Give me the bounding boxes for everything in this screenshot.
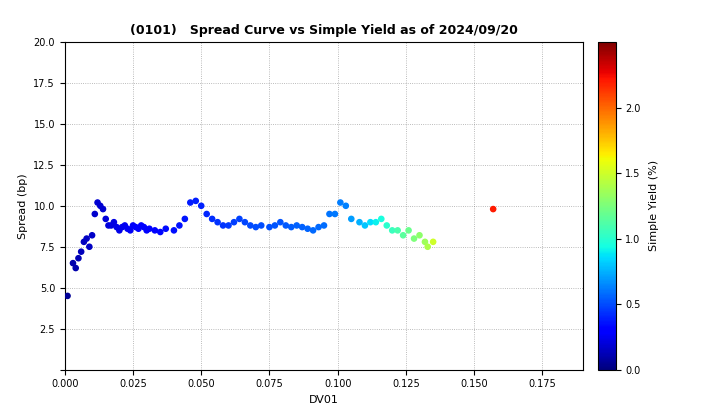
- Point: [245, 222, 256, 229]
- Point: [100, 215, 112, 222]
- Point: [335, 199, 346, 206]
- Point: [312, 224, 324, 231]
- Point: [108, 219, 120, 226]
- Point: [97, 206, 109, 213]
- Point: [264, 224, 275, 231]
- Point: [125, 227, 136, 234]
- Point: [346, 215, 357, 222]
- Point: [302, 226, 313, 232]
- Point: [364, 219, 376, 226]
- Point: [160, 226, 171, 232]
- Point: [105, 222, 117, 229]
- Point: [122, 226, 133, 232]
- Point: [487, 206, 499, 213]
- Point: [234, 215, 246, 222]
- Point: [329, 210, 341, 217]
- Point: [174, 222, 185, 229]
- Point: [422, 243, 433, 250]
- Point: [408, 235, 420, 242]
- Point: [387, 227, 398, 234]
- Point: [222, 222, 234, 229]
- Point: [376, 215, 387, 222]
- Point: [130, 224, 142, 231]
- Point: [201, 210, 212, 217]
- Point: [217, 222, 229, 229]
- Point: [103, 222, 114, 229]
- Point: [143, 226, 155, 232]
- Point: [340, 202, 351, 209]
- Point: [256, 222, 267, 229]
- Point: [155, 228, 166, 235]
- Point: [114, 227, 125, 234]
- Point: [84, 243, 95, 250]
- Point: [402, 227, 414, 234]
- Point: [397, 232, 409, 239]
- Point: [141, 227, 153, 234]
- Point: [354, 219, 365, 226]
- Point: [280, 222, 292, 229]
- Point: [370, 219, 382, 226]
- Point: [62, 292, 73, 299]
- Point: [318, 222, 330, 229]
- Point: [149, 227, 161, 234]
- Point: [73, 255, 84, 262]
- Point: [67, 260, 78, 266]
- Point: [250, 224, 261, 231]
- X-axis label: DV01: DV01: [309, 395, 339, 405]
- Point: [117, 224, 128, 231]
- Point: [70, 265, 81, 271]
- Point: [132, 226, 144, 232]
- Point: [179, 215, 191, 222]
- Point: [91, 199, 103, 206]
- Point: [184, 199, 196, 206]
- Point: [190, 197, 202, 204]
- Point: [89, 210, 101, 217]
- Point: [111, 224, 122, 231]
- Point: [228, 219, 240, 226]
- Point: [291, 222, 302, 229]
- Point: [207, 215, 218, 222]
- Point: [419, 239, 431, 245]
- Point: [168, 227, 180, 234]
- Point: [392, 227, 403, 234]
- Y-axis label: Simple Yield (%): Simple Yield (%): [649, 160, 659, 251]
- Point: [297, 224, 308, 231]
- Point: [76, 248, 87, 255]
- Point: [324, 210, 336, 217]
- Point: [359, 222, 371, 229]
- Point: [127, 222, 139, 229]
- Title: (0101)   Spread Curve vs Simple Yield as of 2024/09/20: (0101) Spread Curve vs Simple Yield as o…: [130, 24, 518, 37]
- Point: [119, 222, 130, 229]
- Point: [195, 202, 207, 209]
- Point: [94, 202, 106, 209]
- Point: [239, 219, 251, 226]
- Point: [212, 219, 223, 226]
- Point: [78, 239, 90, 245]
- Y-axis label: Spread (bp): Spread (bp): [18, 173, 28, 239]
- Point: [135, 222, 147, 229]
- Point: [86, 232, 98, 239]
- Point: [269, 222, 281, 229]
- Point: [274, 219, 286, 226]
- Point: [307, 227, 319, 234]
- Point: [414, 232, 426, 239]
- Point: [428, 239, 439, 245]
- Point: [138, 224, 150, 231]
- Point: [286, 224, 297, 231]
- Point: [81, 235, 92, 242]
- Point: [381, 222, 392, 229]
